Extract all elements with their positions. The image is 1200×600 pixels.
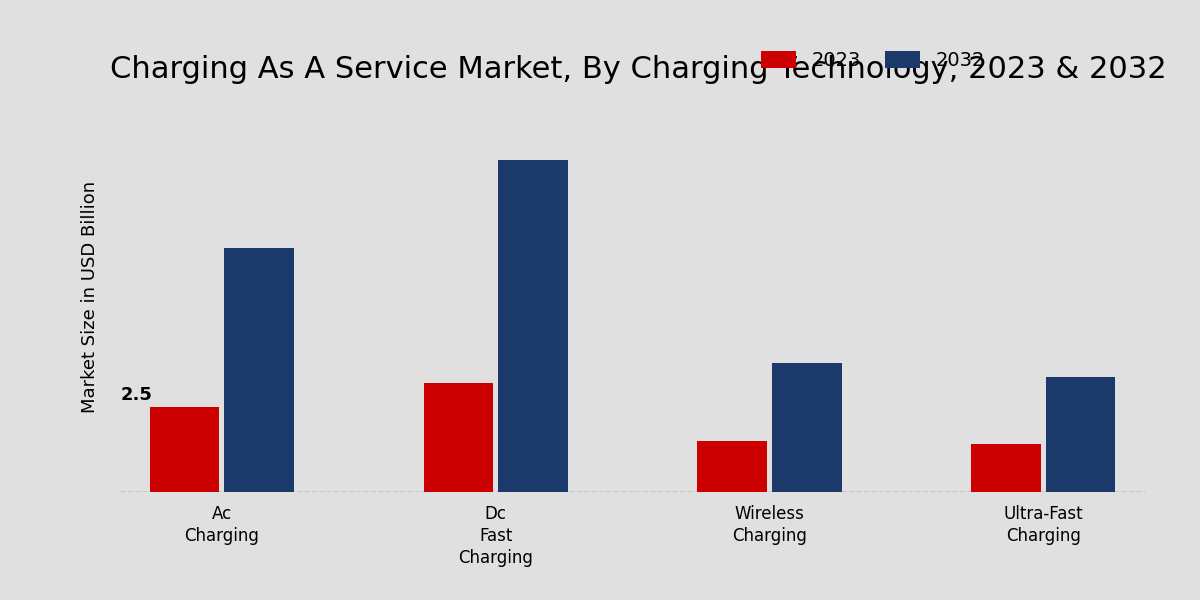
Bar bbox=[150, 407, 220, 491]
Bar bbox=[498, 160, 568, 491]
Bar bbox=[424, 383, 493, 491]
Legend: 2023, 2032: 2023, 2032 bbox=[761, 50, 984, 70]
Text: Charging As A Service Market, By Charging Technology, 2023 & 2032: Charging As A Service Market, By Chargin… bbox=[110, 55, 1166, 84]
Bar bbox=[697, 441, 767, 491]
Text: 2.5: 2.5 bbox=[120, 386, 152, 404]
Bar bbox=[971, 444, 1040, 491]
Y-axis label: Market Size in USD Billion: Market Size in USD Billion bbox=[80, 181, 98, 413]
Bar bbox=[1045, 377, 1115, 491]
Bar bbox=[224, 248, 294, 491]
Bar bbox=[772, 363, 841, 491]
